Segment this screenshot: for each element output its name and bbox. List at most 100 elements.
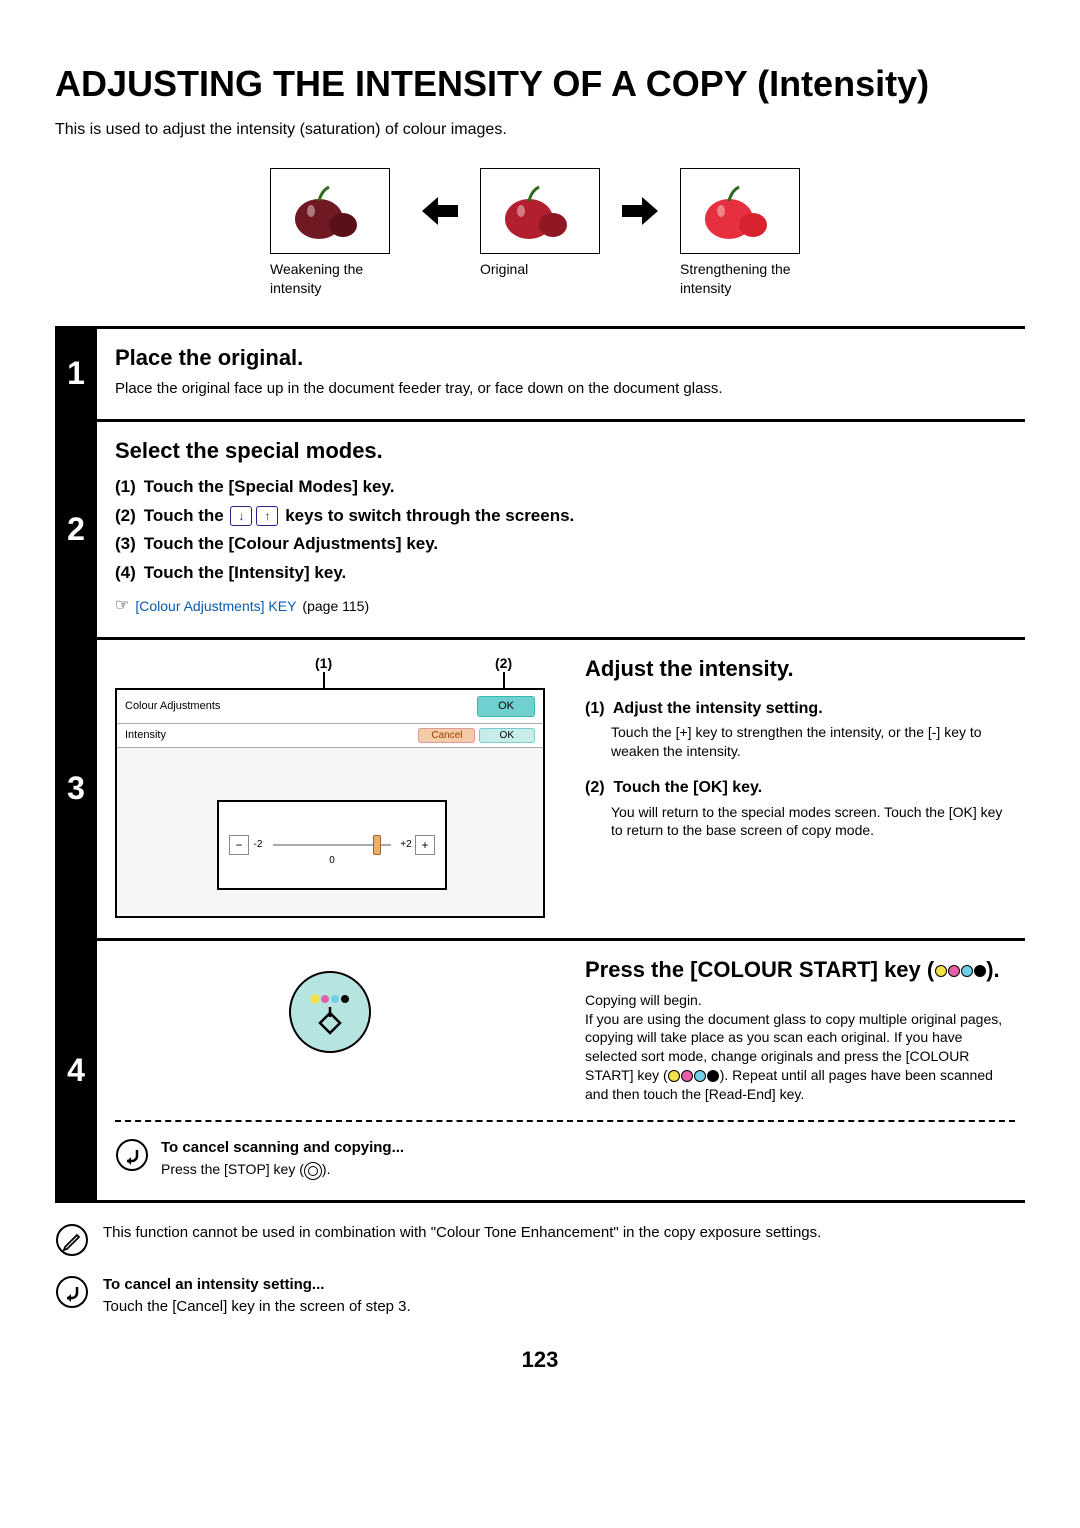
page-title: ADJUSTING THE INTENSITY OF A COPY (Inten… bbox=[55, 60, 1025, 109]
slider-track[interactable]: 0 bbox=[273, 844, 391, 846]
return-arrow-icon-2 bbox=[55, 1275, 89, 1309]
note-combination: This function cannot be used in combinat… bbox=[55, 1223, 1025, 1257]
dashed-separator bbox=[115, 1120, 1015, 1122]
panel-title: Colour Adjustments bbox=[125, 699, 220, 714]
xref-page: (page 115) bbox=[302, 597, 369, 616]
note-cancel-text: Touch the [Cancel] key in the screen of … bbox=[103, 1297, 1025, 1317]
step-2-item-2-pre: Touch the bbox=[144, 505, 224, 528]
intensity-illustration: Weakening the intensity Original bbox=[55, 168, 1025, 298]
xref-icon: ☞ bbox=[115, 595, 129, 617]
cancel-scanning-pre: Press the [STOP] key ( bbox=[161, 1161, 304, 1177]
step-2: 2 Select the special modes. (1) Touch th… bbox=[55, 419, 1025, 637]
cancel-scanning-heading: To cancel scanning and copying... bbox=[161, 1138, 1015, 1158]
step-2-number: 2 bbox=[55, 422, 97, 637]
panel-ok-sub-button[interactable]: OK bbox=[479, 728, 535, 743]
arrow-right-cell bbox=[622, 168, 658, 254]
note-combination-text: This function cannot be used in combinat… bbox=[103, 1223, 1025, 1243]
step-3-detail-2-num: (2) bbox=[585, 779, 605, 796]
step-4-p2: If you are using the document glass to c… bbox=[585, 1010, 1015, 1104]
arrow-down-key-icon: ↓ bbox=[230, 506, 252, 526]
step-1-heading: Place the original. bbox=[115, 343, 1015, 373]
colour-start-illustration bbox=[115, 955, 545, 1057]
panel-cancel-button[interactable]: Cancel bbox=[418, 728, 475, 743]
page-number: 123 bbox=[55, 1345, 1025, 1375]
step-2-item-1: (1) Touch the [Special Modes] key. bbox=[115, 476, 1015, 499]
step-3-detail-1-num: (1) bbox=[585, 700, 605, 717]
xref-colour-adjustments: ☞ [Colour Adjustments] KEY (page 115) bbox=[115, 595, 1015, 617]
step-4-heading-post: ). bbox=[986, 957, 999, 982]
panel-top-bar: Colour Adjustments OK bbox=[117, 690, 543, 724]
step-2-item-4-num: (4) bbox=[115, 562, 136, 585]
cancel-scanning-row: To cancel scanning and copying... Press … bbox=[115, 1138, 1015, 1180]
stop-key-icon bbox=[304, 1162, 322, 1180]
xref-link[interactable]: [Colour Adjustments] KEY bbox=[135, 597, 296, 616]
step-1-number: 1 bbox=[55, 329, 97, 419]
colour-start-button-icon bbox=[285, 967, 375, 1057]
scale-min: -2 bbox=[249, 838, 267, 852]
return-arrow-icon bbox=[115, 1138, 149, 1172]
step-2-item-2: (2) Touch the ↓ ↑ keys to switch through… bbox=[115, 505, 1015, 528]
colour-dots-heading-icon bbox=[934, 965, 986, 977]
apple-orig-cell: Original bbox=[480, 168, 600, 279]
callout-1-label: (1) bbox=[315, 654, 332, 673]
step-3-detail-2-h: Touch the [OK] key. bbox=[613, 779, 762, 796]
plus-button[interactable]: + bbox=[415, 835, 435, 855]
note-cancel-intensity: To cancel an intensity setting... Touch … bbox=[55, 1275, 1025, 1318]
intensity-panel: Colour Adjustments OK Intensity Cancel O… bbox=[115, 688, 545, 918]
step-2-item-1-text: Touch the [Special Modes] key. bbox=[144, 476, 395, 499]
step-3-detail-2: (2) Touch the [OK] key. You will return … bbox=[585, 777, 1015, 840]
step-4: 4 Press the [COLOUR START] key ( ) bbox=[55, 938, 1025, 1200]
apple-orig-box bbox=[480, 168, 600, 254]
apple-weak-caption: Weakening the intensity bbox=[270, 260, 400, 298]
step-4-heading-pre: Press the [COLOUR START] key ( bbox=[585, 957, 934, 982]
arrow-left-icon bbox=[422, 197, 458, 225]
step-2-item-2-num: (2) bbox=[115, 505, 136, 528]
step-3: 3 (1) (2) Colour Adjustments OK Intensit… bbox=[55, 637, 1025, 938]
panel-subtitle: Intensity bbox=[125, 728, 166, 743]
step-3-number: 3 bbox=[55, 640, 97, 938]
step-2-item-4: (4) Touch the [Intensity] key. bbox=[115, 562, 1015, 585]
cancel-scanning-post: ). bbox=[322, 1161, 331, 1177]
callout-2-label: (2) bbox=[495, 654, 512, 673]
cancel-scanning-text: Press the [STOP] key (). bbox=[161, 1160, 1015, 1179]
step-2-item-3: (3) Touch the [Colour Adjustments] key. bbox=[115, 533, 1015, 556]
panel-sub-bar: Intensity Cancel OK bbox=[117, 724, 543, 748]
step-2-item-2-post: keys to switch through the screens. bbox=[285, 505, 574, 528]
step-2-item-3-text: Touch the [Colour Adjustments] key. bbox=[144, 533, 438, 556]
minus-button[interactable]: − bbox=[229, 835, 249, 855]
apple-weak-icon bbox=[285, 179, 375, 243]
bottom-notes: This function cannot be used in combinat… bbox=[55, 1200, 1025, 1318]
step-3-detail-1: (1) Adjust the intensity setting. Touch … bbox=[585, 698, 1015, 761]
step-2-heading: Select the special modes. bbox=[115, 436, 1015, 466]
step-3-detail-1-h: Adjust the intensity setting. bbox=[613, 700, 823, 717]
apple-strong-caption: Strengthening the intensity bbox=[680, 260, 810, 298]
apple-strong-cell: Strengthening the intensity bbox=[680, 168, 810, 298]
step-4-number: 4 bbox=[55, 941, 97, 1200]
apple-weak-cell: Weakening the intensity bbox=[270, 168, 400, 298]
scale-mid: 0 bbox=[329, 854, 335, 868]
step-4-p1: Copying will begin. bbox=[585, 991, 1015, 1010]
apple-orig-caption: Original bbox=[480, 260, 528, 279]
arrow-up-key-icon: ↑ bbox=[256, 506, 278, 526]
colour-dots-inline-icon bbox=[668, 1070, 720, 1082]
apple-strong-box bbox=[680, 168, 800, 254]
arrow-right-icon bbox=[622, 197, 658, 225]
step-1: 1 Place the original. Place the original… bbox=[55, 326, 1025, 419]
intro-text: This is used to adjust the intensity (sa… bbox=[55, 119, 1025, 141]
step-1-text: Place the original face up in the docume… bbox=[115, 379, 1015, 399]
step-3-panel-column: (1) (2) Colour Adjustments OK Intensity … bbox=[115, 654, 545, 918]
step-3-heading: Adjust the intensity. bbox=[585, 654, 1015, 684]
slider-thumb[interactable] bbox=[373, 835, 381, 855]
apple-strong-icon bbox=[695, 179, 785, 243]
step-3-detail-1-p: Touch the [+] key to strengthen the inte… bbox=[585, 723, 1015, 761]
panel-ok-top-button[interactable]: OK bbox=[477, 696, 535, 717]
step-3-detail-2-p: You will return to the special modes scr… bbox=[585, 803, 1015, 841]
arrow-left-cell bbox=[422, 168, 458, 254]
step-2-item-3-num: (3) bbox=[115, 533, 136, 556]
scale-max: +2 bbox=[397, 838, 415, 852]
apple-weak-box bbox=[270, 168, 390, 254]
apple-orig-icon bbox=[495, 179, 585, 243]
pencil-note-icon bbox=[55, 1223, 89, 1257]
step-4-heading: Press the [COLOUR START] key ( ). bbox=[585, 955, 1015, 985]
intensity-slider-box: − -2 0 +2 + bbox=[217, 800, 447, 890]
